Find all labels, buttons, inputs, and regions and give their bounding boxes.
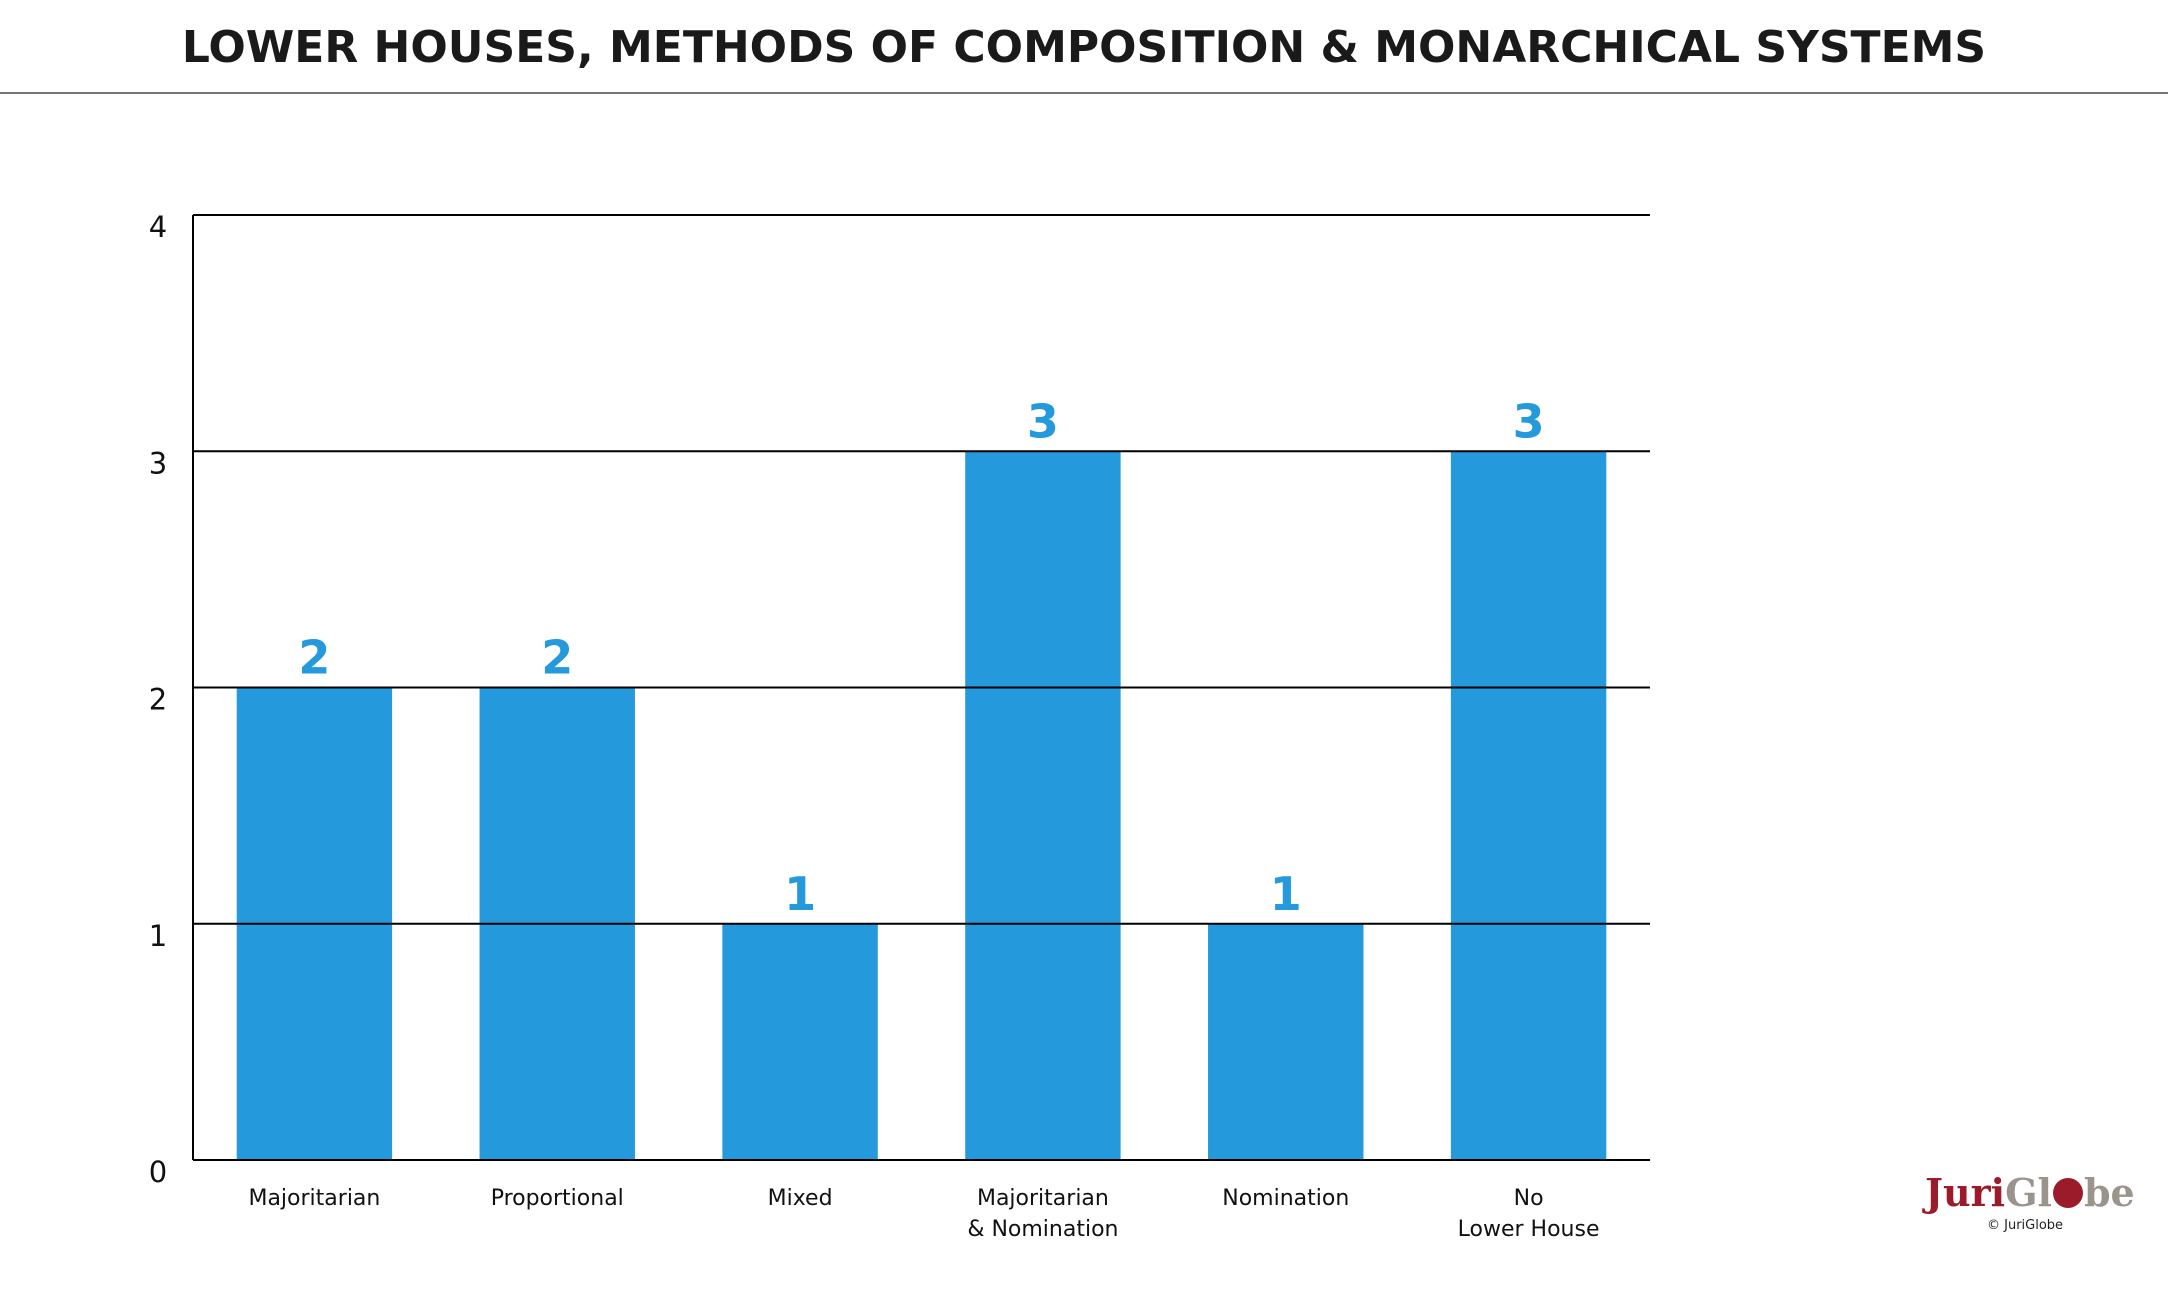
- logo-part-be: be: [2083, 1170, 2135, 1215]
- y-tick-label-1: 1: [149, 919, 167, 953]
- x-category-label-5-line-1: Lower House: [1458, 1217, 1600, 1242]
- data-labels: 2 2 1 3 1 3: [298, 394, 1544, 921]
- copyright-text: © JuriGlobe: [1987, 1218, 2064, 1233]
- y-tick-label-0: 0: [149, 1155, 167, 1189]
- title-divider: [0, 92, 2168, 94]
- x-category-label-5-line-0: No: [1514, 1186, 1544, 1211]
- data-label-3: 3: [1027, 394, 1059, 448]
- bar-3: [965, 451, 1121, 1160]
- data-label-5: 3: [1513, 394, 1545, 448]
- axes: [192, 214, 1650, 1161]
- bar-5: [1450, 451, 1607, 1160]
- x-category-label-0: Majoritarian: [248, 1186, 380, 1211]
- x-category-label-3-line-0: Majoritarian: [977, 1186, 1109, 1211]
- logo-wordmark: JuriGl be: [1925, 1170, 2135, 1215]
- data-label-0: 2: [298, 631, 330, 685]
- y-tick-label-2: 2: [149, 683, 167, 717]
- y-tick-labels: 0 1 2 3 4: [149, 210, 167, 1189]
- logo-part-juri: Juri: [1925, 1170, 2006, 1215]
- bar-2: [722, 923, 878, 1160]
- data-label-1: 2: [541, 631, 573, 685]
- x-category-label-3-line-1: & Nomination: [967, 1217, 1118, 1242]
- x-category-label-4: Nomination: [1222, 1186, 1349, 1211]
- chart-title: LOWER HOUSES, METHODS OF COMPOSITION & M…: [181, 22, 1987, 73]
- x-category-labels: Majoritarian Proportional Mixed Majoritaria…: [248, 1186, 1599, 1242]
- data-label-4: 1: [1270, 867, 1302, 921]
- juriglobe-logo: JuriGl be © JuriGlobe: [1925, 1170, 2135, 1240]
- y-tick-label-3: 3: [149, 446, 167, 480]
- globe-icon: [2052, 1178, 2083, 1208]
- logo-part-gl: Gl: [2005, 1170, 2052, 1215]
- bar-4: [1208, 923, 1364, 1160]
- x-category-label-2: Mixed: [768, 1186, 833, 1211]
- bars: [236, 451, 1607, 1160]
- y-tick-label-4: 4: [149, 210, 167, 244]
- x-category-label-1: Proportional: [491, 1186, 624, 1211]
- data-label-2: 1: [784, 867, 816, 921]
